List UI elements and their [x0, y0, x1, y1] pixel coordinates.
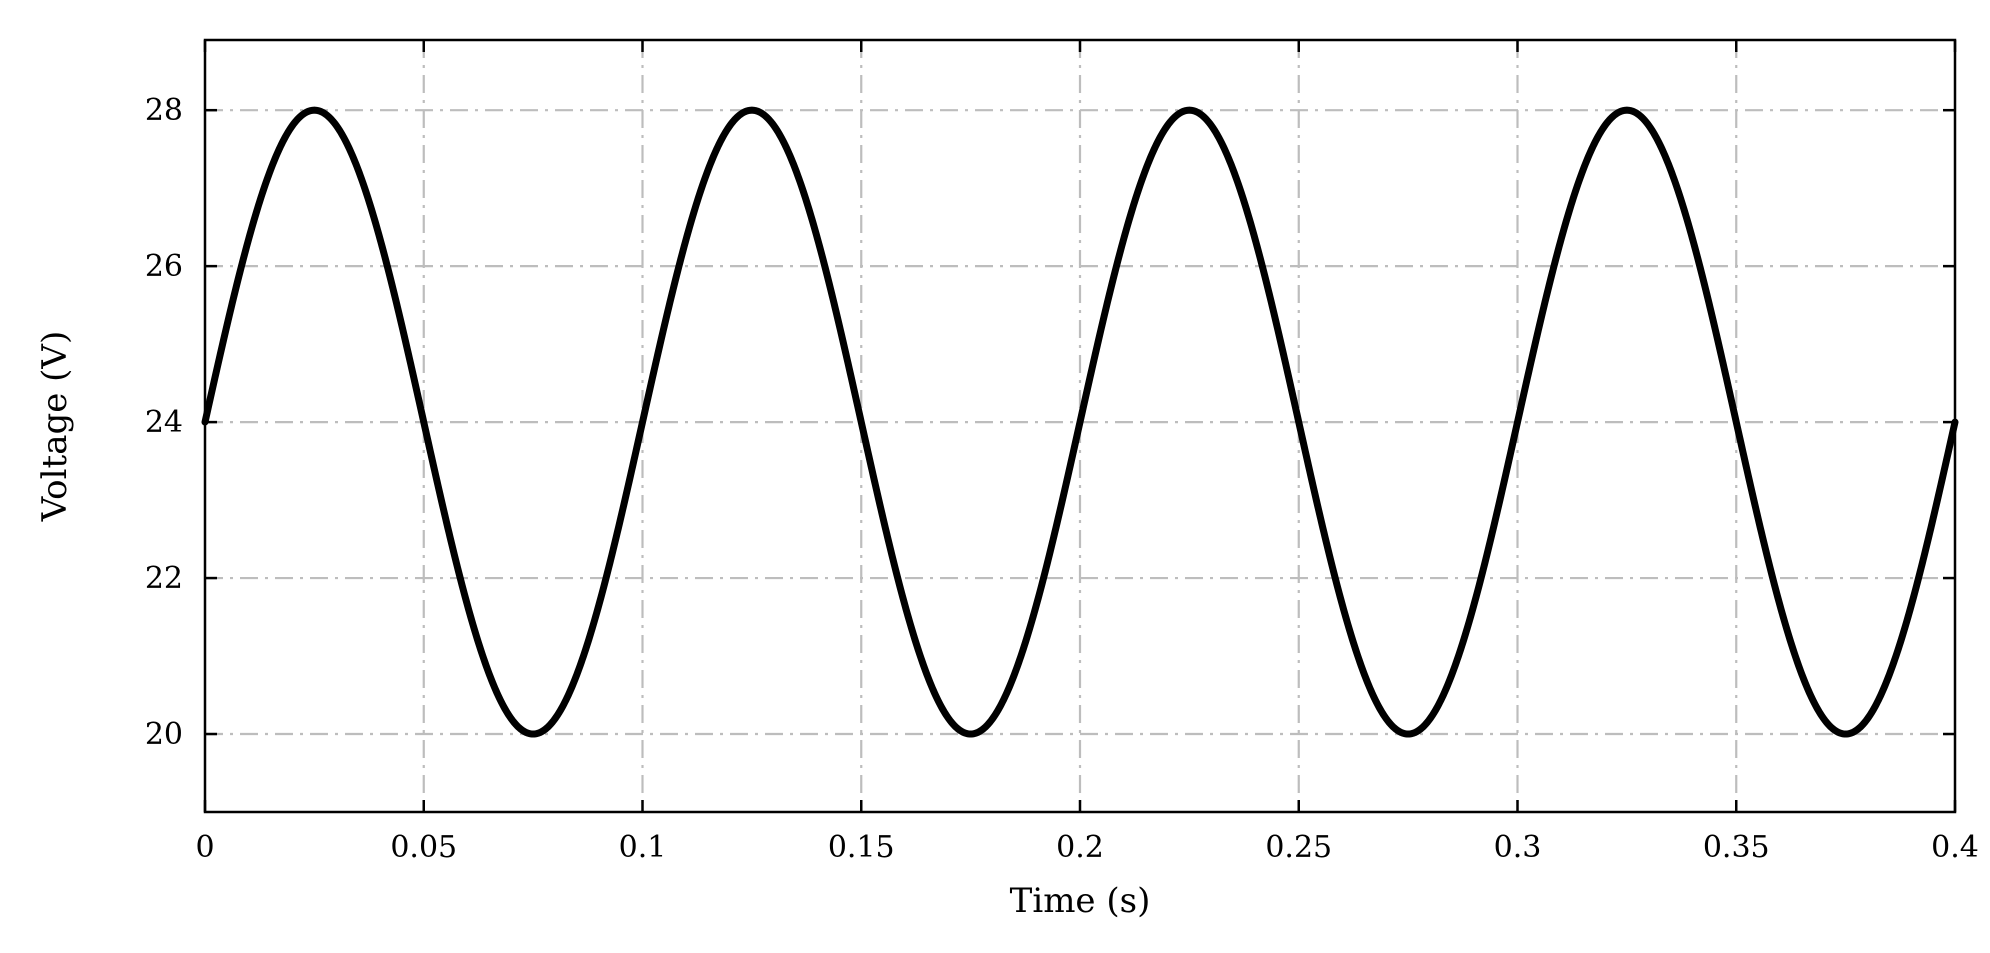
x-tick-label: 0.15	[828, 830, 895, 865]
series-layer	[201, 106, 1959, 738]
y-tick-label: 24	[145, 405, 183, 440]
y-tick-label: 26	[145, 249, 183, 284]
x-tick-label: 0	[195, 830, 214, 865]
x-tick-label: 0.35	[1703, 830, 1770, 865]
y-tick-label: 28	[145, 93, 183, 128]
y-tick-label: 20	[145, 717, 183, 752]
x-axis-title: Time (s)	[1010, 881, 1151, 921]
x-tick-label: 0.25	[1265, 830, 1332, 865]
y-tick-label: 22	[145, 561, 183, 596]
x-tick-label: 0.4	[1931, 830, 1979, 865]
y-axis-title: Voltage (V)	[35, 331, 75, 523]
x-tick-label: 0.3	[1494, 830, 1542, 865]
x-tick-label: 0.05	[390, 830, 457, 865]
x-tick-label: 0.2	[1056, 830, 1104, 865]
x-tick-label: 0.1	[619, 830, 667, 865]
tick-label-layer: 0 0.05 0.1 0.15 0.2 0.25 0.3 0.35 0.4 20 22 24 26 28	[145, 93, 1979, 865]
tick-layer	[203, 40, 1957, 812]
voltage-series-line	[201, 106, 1959, 738]
